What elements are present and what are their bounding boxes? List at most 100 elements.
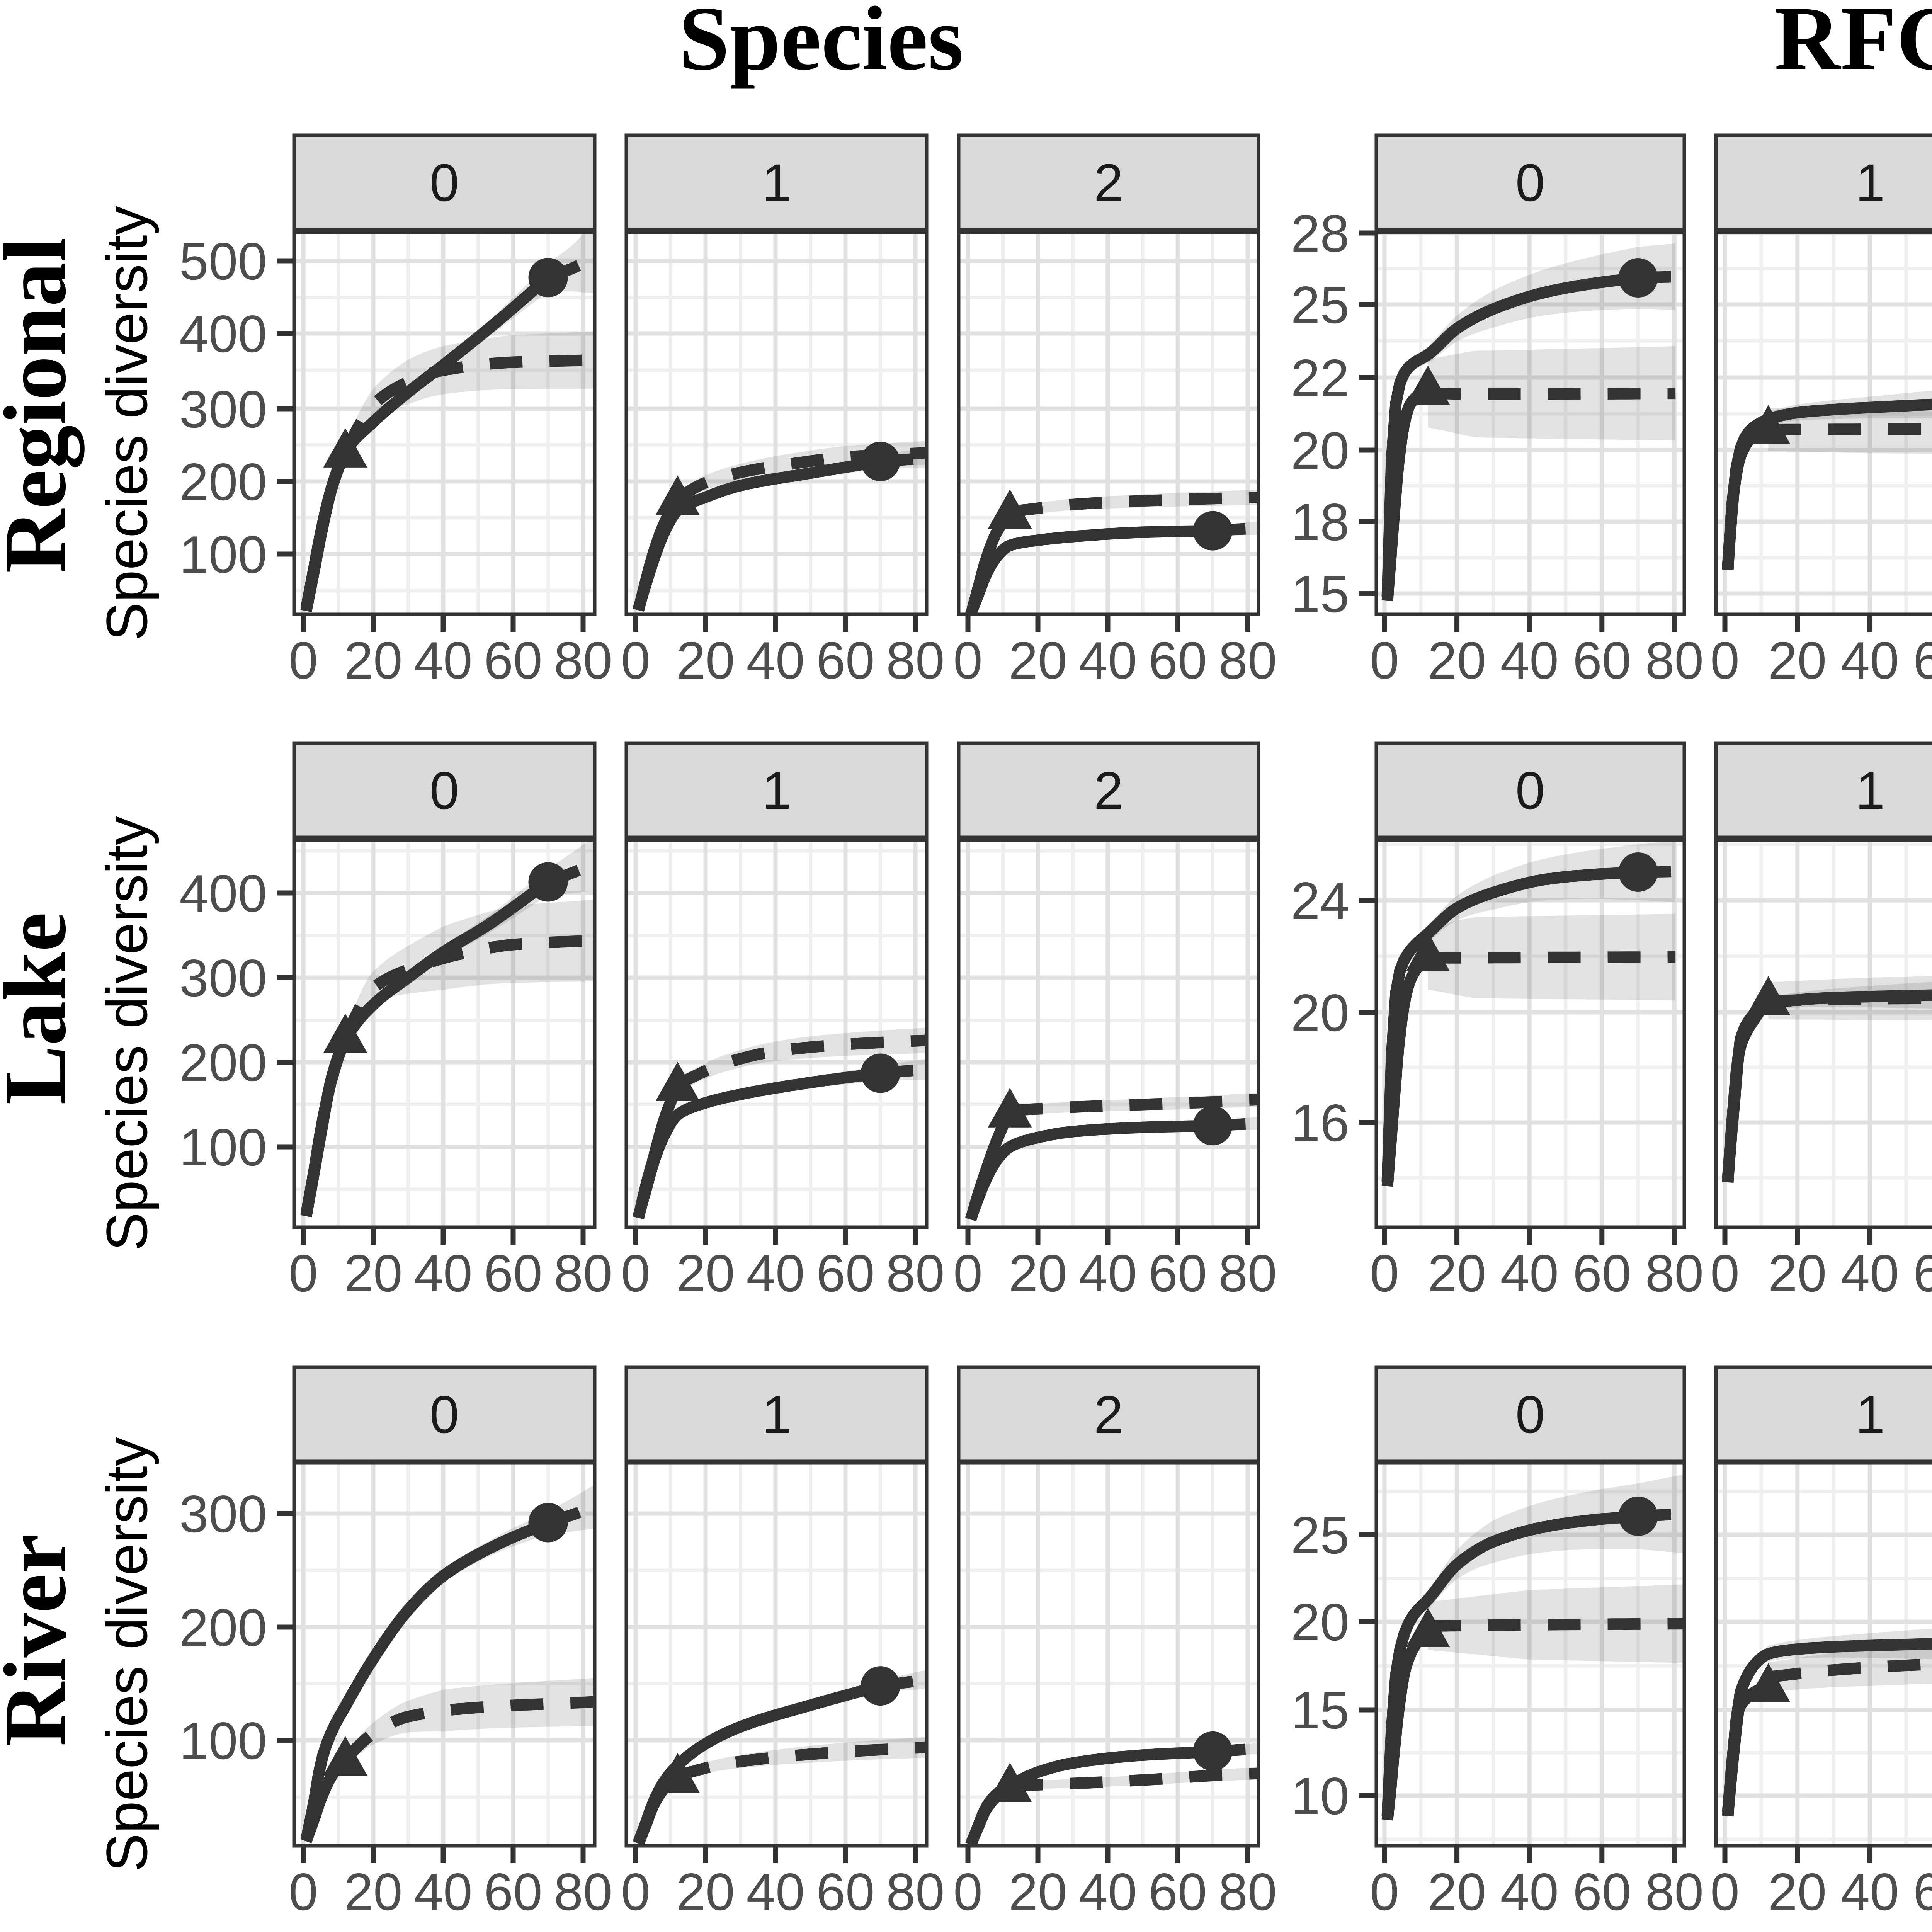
svg-text:0: 0 [953,631,983,690]
svg-text:20: 20 [1768,631,1827,690]
svg-text:River: River [0,1534,84,1746]
svg-text:0: 0 [289,631,318,690]
svg-text:40: 40 [1500,1244,1559,1303]
svg-text:80: 80 [554,1244,612,1303]
svg-text:0: 0 [621,631,650,690]
svg-text:20: 20 [1009,631,1067,690]
svg-text:0: 0 [430,1385,459,1444]
svg-text:40: 40 [414,1862,472,1921]
svg-text:0: 0 [289,1244,318,1303]
svg-text:60: 60 [484,1244,542,1303]
svg-text:2: 2 [1094,153,1123,213]
svg-text:20: 20 [1428,1862,1486,1921]
svg-text:28: 28 [1291,204,1349,263]
svg-text:60: 60 [816,631,874,690]
svg-text:20: 20 [1291,1593,1349,1651]
svg-text:60: 60 [1573,631,1631,690]
svg-text:2: 2 [1094,1385,1123,1444]
svg-text:80: 80 [1645,631,1704,690]
svg-text:Number of sampling units: Number of sampling units [1545,1924,1932,1932]
svg-text:1: 1 [1855,153,1885,213]
svg-text:40: 40 [1078,631,1137,690]
svg-text:200: 200 [179,1033,267,1092]
svg-text:60: 60 [1913,631,1932,690]
svg-text:40: 40 [414,1244,472,1303]
svg-text:300: 300 [179,380,267,439]
svg-text:80: 80 [886,1244,944,1303]
svg-text:80: 80 [1218,631,1277,690]
svg-text:0: 0 [621,1862,650,1921]
svg-text:40: 40 [1841,1244,1899,1303]
svg-text:40: 40 [1078,1862,1137,1921]
svg-text:Species diversity: Species diversity [94,206,159,641]
svg-text:60: 60 [1913,1862,1932,1921]
svg-text:22: 22 [1291,349,1349,407]
svg-text:80: 80 [886,631,944,690]
svg-text:100: 100 [179,525,267,584]
svg-text:80: 80 [1218,1862,1277,1921]
svg-text:20: 20 [1768,1244,1827,1303]
svg-text:60: 60 [816,1862,874,1921]
svg-text:40: 40 [1078,1244,1137,1303]
svg-text:300: 300 [179,949,267,1007]
svg-text:20: 20 [1768,1862,1827,1921]
svg-text:Regional: Regional [0,238,85,573]
svg-text:RFG: RFG [1774,0,1932,89]
svg-text:40: 40 [1841,1862,1899,1921]
svg-text:18: 18 [1291,493,1349,551]
svg-text:20: 20 [1428,1244,1486,1303]
svg-text:1: 1 [1855,761,1885,820]
svg-text:60: 60 [1148,1244,1207,1303]
svg-text:80: 80 [1645,1244,1704,1303]
svg-text:0: 0 [430,153,459,213]
svg-text:20: 20 [1291,983,1349,1042]
svg-text:1: 1 [762,1385,791,1444]
svg-text:200: 200 [179,452,267,511]
svg-text:60: 60 [1573,1862,1631,1921]
svg-text:20: 20 [1291,421,1349,480]
svg-text:60: 60 [1148,1862,1207,1921]
svg-text:0: 0 [953,1244,983,1303]
svg-text:400: 400 [179,864,267,923]
svg-text:40: 40 [746,1244,804,1303]
svg-text:0: 0 [430,761,459,820]
svg-text:20: 20 [676,1244,735,1303]
svg-text:0: 0 [1515,153,1545,213]
svg-text:20: 20 [1428,631,1486,690]
svg-text:0: 0 [1515,761,1545,820]
svg-text:40: 40 [414,631,472,690]
svg-text:60: 60 [1913,1244,1932,1303]
svg-text:0: 0 [1515,1385,1545,1444]
svg-text:500: 500 [179,232,267,291]
svg-text:40: 40 [746,1862,804,1921]
svg-text:Species: Species [679,0,963,89]
svg-text:20: 20 [676,1862,735,1921]
svg-text:20: 20 [1009,1862,1067,1921]
svg-text:0: 0 [1370,1862,1399,1921]
svg-text:40: 40 [1500,1862,1559,1921]
svg-text:15: 15 [1291,1681,1349,1740]
svg-text:40: 40 [746,631,804,690]
svg-text:Species diversity: Species diversity [94,1437,159,1872]
svg-text:20: 20 [676,631,735,690]
svg-text:60: 60 [484,631,542,690]
svg-text:80: 80 [886,1862,944,1921]
svg-text:Species diversity: Species diversity [94,816,159,1251]
svg-text:1: 1 [762,153,791,213]
svg-text:200: 200 [179,1598,267,1657]
svg-text:80: 80 [554,631,612,690]
svg-text:20: 20 [344,1244,402,1303]
svg-text:2: 2 [1094,761,1123,820]
svg-text:400: 400 [179,304,267,363]
svg-text:0: 0 [1710,1244,1740,1303]
svg-text:80: 80 [554,1862,612,1921]
svg-text:300: 300 [179,1485,267,1543]
svg-text:40: 40 [1841,631,1899,690]
svg-text:60: 60 [1573,1244,1631,1303]
svg-text:Number of sampling units: Number of sampling units [444,1924,1101,1932]
svg-text:0: 0 [289,1862,318,1921]
svg-text:15: 15 [1291,565,1349,623]
svg-text:25: 25 [1291,1506,1349,1565]
svg-text:25: 25 [1291,276,1349,334]
svg-text:10: 10 [1291,1767,1349,1825]
